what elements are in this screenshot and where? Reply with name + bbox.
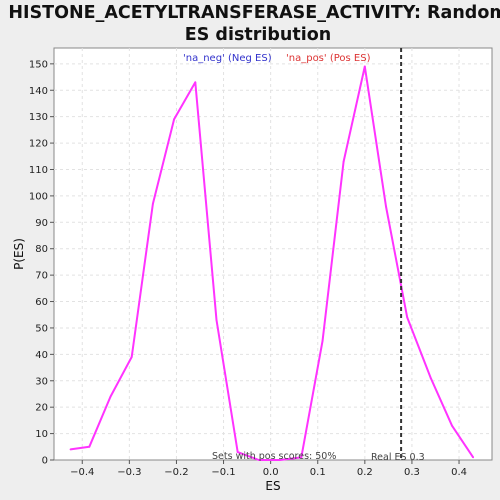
pos-scores-annotation: Sets with pos scores: 50% <box>212 451 336 462</box>
x-tick-label: −0.2 <box>164 467 188 478</box>
y-tick-label: 120 <box>29 139 48 150</box>
y-tick-label: 90 <box>35 218 48 229</box>
series-lines <box>69 48 475 461</box>
x-tick-label: 0.3 <box>404 467 420 478</box>
x-axis-label: ES <box>265 479 280 493</box>
x-tick-label: 0.2 <box>357 467 373 478</box>
es-data-point <box>279 459 281 461</box>
es-data-point <box>385 205 387 208</box>
legend-entry-neg: 'na_neg' (Neg ES) <box>183 53 272 64</box>
y-tick-label: 80 <box>35 244 48 255</box>
y-tick-label: 40 <box>35 350 48 361</box>
chart-title-line-1: HISTONE_ACETYLTRANSFERASE_ACTIVITY: Rand… <box>8 3 500 23</box>
es-distribution-line <box>70 65 475 461</box>
es-data-point <box>88 445 91 448</box>
x-tick-label: −0.1 <box>211 467 235 478</box>
es-data-point <box>363 65 366 68</box>
axis-ticks: 0 10 20 30 40 50 60 70 80 90 100 110 120 130 140 150 −0.… <box>29 59 467 478</box>
y-axis-label: P(ES) <box>12 238 26 270</box>
es-data-point <box>215 319 218 321</box>
y-tick-label: 70 <box>35 271 48 282</box>
es-data-point <box>236 451 239 453</box>
es-data-point <box>451 424 453 427</box>
es-data-point <box>300 456 303 459</box>
chart-title-line-2: ES distribution <box>185 25 331 45</box>
es-data-point <box>429 377 432 380</box>
y-tick-label: 110 <box>29 165 48 176</box>
y-tick-label: 150 <box>29 59 48 70</box>
es-data-point <box>69 448 72 451</box>
x-tick-label: −0.4 <box>70 467 94 478</box>
grid <box>54 48 492 460</box>
x-tick-label: 0.1 <box>310 467 326 478</box>
es-data-point <box>342 160 345 163</box>
es-data-point <box>152 202 154 205</box>
y-tick-label: 60 <box>35 297 48 308</box>
y-tick-label: 100 <box>29 191 48 202</box>
real-es-label: Real ES 0.3 <box>371 452 425 463</box>
y-tick-label: 140 <box>29 86 48 97</box>
y-tick-label: 130 <box>29 112 48 123</box>
y-tick-label: 50 <box>35 323 48 334</box>
es-data-point <box>109 395 112 398</box>
x-tick-label: 0.4 <box>451 467 467 478</box>
es-data-point <box>173 118 175 121</box>
plot-area <box>53 47 493 461</box>
y-tick-label: 10 <box>35 429 48 440</box>
y-tick-label: 30 <box>35 376 48 387</box>
es-data-point <box>321 340 324 343</box>
es-data-point <box>406 316 409 319</box>
es-data-point <box>257 459 260 461</box>
legend-entry-pos: 'na_pos' (Pos ES) <box>286 53 371 64</box>
x-tick-label: −0.3 <box>117 467 141 478</box>
y-tick-label: 20 <box>35 403 48 414</box>
x-tick-label: 0.0 <box>263 467 279 478</box>
es-data-point <box>194 81 197 84</box>
es-data-point <box>472 456 475 459</box>
y-tick-label: 0 <box>42 456 48 467</box>
es-data-point <box>130 356 133 358</box>
